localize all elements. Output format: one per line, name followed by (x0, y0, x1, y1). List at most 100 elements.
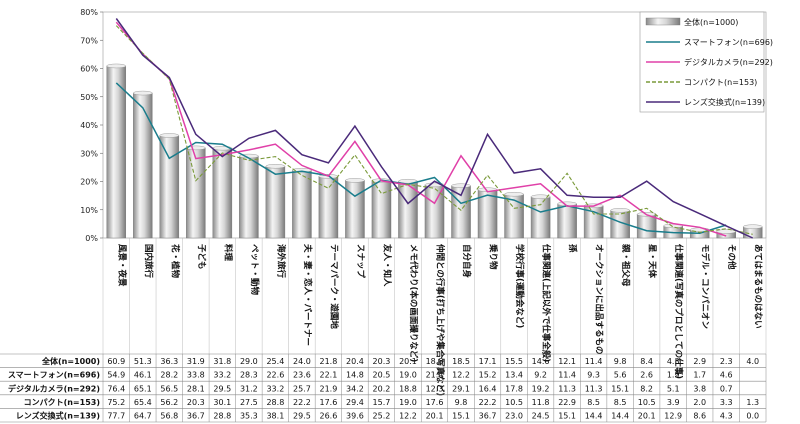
table-cell: 18.5 (452, 357, 470, 366)
table-cell: 31.9 (187, 357, 205, 366)
table-cell: 33.8 (187, 371, 205, 380)
table-cell: 54.9 (107, 371, 125, 380)
bar-cap (504, 192, 524, 197)
table-cell: 65.4 (134, 398, 152, 407)
category-label: 学校行事(運動会など) (514, 244, 525, 328)
table-cell: 24.0 (293, 357, 311, 366)
table-cell: 22.2 (293, 398, 311, 407)
series-line (115, 18, 754, 239)
bar (530, 196, 551, 239)
table-cell: 29.1 (452, 384, 470, 393)
table-cell: 15.1 (611, 384, 629, 393)
table-cell: 12.9 (664, 412, 682, 421)
table-cell: 17.6 (426, 398, 444, 407)
category-label: その他 (726, 244, 737, 270)
bar (133, 92, 153, 239)
bar-cap (106, 63, 127, 69)
table-cell: 4.6 (720, 371, 733, 380)
table-cell: 20.2 (373, 384, 391, 393)
table-cell: 39.6 (346, 412, 364, 421)
bar-cap (716, 229, 736, 234)
table-cell: 26.6 (320, 412, 338, 421)
y-tick-label: 80% (80, 8, 98, 17)
y-tick-label: 40% (80, 121, 98, 130)
table-cell: 22.6 (266, 371, 284, 380)
y-tick-label: 20% (80, 178, 98, 187)
category-label: ペット・動物 (249, 244, 260, 296)
bar-cap (451, 183, 471, 188)
table-cell: 1.3 (746, 398, 759, 407)
category-label: テーマパーク・遊園地 (328, 244, 339, 329)
table-cell: 20.5 (373, 371, 391, 380)
table-cell: 51.3 (134, 357, 152, 366)
table-cell: 56.2 (160, 398, 178, 407)
bar-cap (265, 164, 286, 169)
table-cell: 17.8 (505, 384, 523, 393)
table-cell: 19.2 (532, 384, 550, 393)
table-cell: 23.6 (293, 371, 311, 380)
bar-cap (133, 90, 153, 96)
category-label: 星・天体 (647, 244, 658, 279)
table-cell: 2.9 (693, 357, 706, 366)
bar-cap (742, 224, 763, 229)
table-cell: 56.8 (160, 412, 178, 421)
table-cell: 2.3 (720, 357, 733, 366)
category-label: スナップ (355, 244, 366, 279)
table-cell: 25.7 (293, 384, 311, 393)
table-cell: 18.8 (426, 357, 444, 366)
table-cell: 22.9 (558, 398, 576, 407)
table-cell: 20.1 (426, 412, 444, 421)
table-cell: 20.4 (346, 357, 364, 366)
table-cell: 36.7 (187, 412, 205, 421)
category-label: 乗り物 (488, 243, 499, 270)
table-cell: 18.8 (399, 384, 417, 393)
y-tick-label: 50% (80, 93, 98, 102)
table-cell: 8.5 (614, 398, 627, 407)
table-cell: 29.0 (240, 357, 258, 366)
table-row-label: 全体(n=1000) (41, 356, 100, 366)
bar-cap (610, 208, 630, 213)
table-cell: 33.2 (213, 371, 231, 380)
table-cell: 12.1 (558, 357, 576, 366)
table-cell: 10.5 (505, 398, 523, 407)
table-cell: 15.2 (479, 371, 497, 380)
legend-swatch-bar (645, 17, 681, 26)
table-cell: 28.8 (213, 412, 231, 421)
legend-label: スマートフォン(n=696) (684, 38, 773, 47)
table-cell: 11.3 (585, 384, 603, 393)
table-cell: 8.4 (640, 357, 653, 366)
series-line (115, 21, 727, 237)
table-cell: 8.6 (693, 412, 706, 421)
table-cell: 9.2 (534, 371, 547, 380)
table-cell: 14.8 (346, 371, 364, 380)
table-cell: 46.1 (134, 371, 152, 380)
series-line (115, 25, 753, 235)
category-label: 親・祖父母 (620, 244, 631, 287)
bar-cap (530, 194, 551, 199)
table-cell: 75.2 (107, 398, 125, 407)
bar (186, 147, 206, 239)
table-cell: 23.0 (505, 412, 523, 421)
y-tick-label: 0% (85, 234, 98, 243)
category-label: 孫 (567, 244, 578, 253)
bar-cap (345, 178, 365, 183)
bar (265, 166, 286, 239)
table-cell: 36.3 (160, 357, 178, 366)
table-cell: 28.1 (187, 384, 205, 393)
table-cell: 9.8 (455, 398, 468, 407)
table-cell: 3.8 (693, 384, 706, 393)
table-cell: 77.7 (107, 412, 125, 421)
table-cell: 36.7 (479, 412, 497, 421)
table-cell: 35.3 (240, 412, 258, 421)
table-cell: 29.4 (346, 398, 364, 407)
table-cell: 1.9 (667, 371, 680, 380)
table-cell: 28.3 (240, 371, 258, 380)
y-tick-label: 30% (80, 149, 98, 158)
table-cell: 25.2 (373, 412, 391, 421)
table-cell: 5.1 (667, 384, 680, 393)
table-cell: 21.9 (320, 384, 338, 393)
table-cell: 20.1 (399, 357, 417, 366)
y-tick-label: 70% (80, 36, 98, 45)
table-cell: 11.4 (585, 357, 603, 366)
